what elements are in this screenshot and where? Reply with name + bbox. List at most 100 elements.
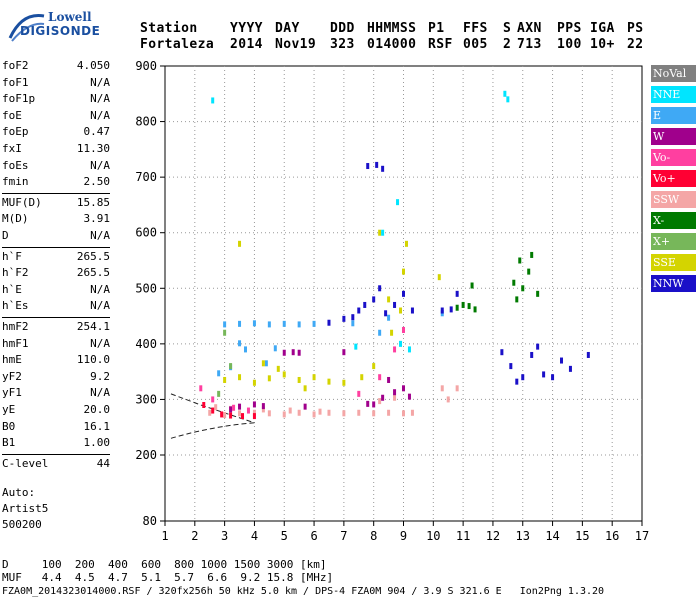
point-nnw: [363, 301, 367, 308]
point-vo: [232, 404, 236, 411]
point-w: [261, 403, 265, 410]
point-w: [238, 403, 242, 410]
point-x: [473, 306, 477, 313]
point-e: [387, 314, 391, 321]
legend-item-x: X-: [651, 212, 696, 229]
param-group2-1: M(D) 3.91: [2, 212, 110, 226]
legend-item-nne: NNE: [651, 86, 696, 103]
point-sse: [267, 375, 271, 382]
param-value: 2.50: [83, 175, 111, 189]
point-nnw: [521, 374, 525, 381]
point-vo: [252, 413, 256, 420]
point-sse: [360, 374, 364, 381]
header-value-9: 100: [557, 37, 582, 52]
legend-item-w: W: [651, 128, 696, 145]
point-e: [243, 346, 247, 353]
point-w: [291, 349, 295, 356]
header-value-0: Fortaleza: [140, 37, 215, 52]
point-e: [252, 320, 256, 327]
param-group4-0: hmF2 254.1: [2, 320, 110, 334]
point-w: [372, 401, 376, 408]
point-nnw: [366, 163, 370, 170]
x-tick-label: 3: [221, 529, 228, 543]
param-value: N/A: [90, 158, 110, 172]
y-tick-label: 300: [135, 392, 157, 406]
x-tick-label: 7: [340, 529, 347, 543]
header-label-5: P1: [428, 21, 445, 36]
point-ssw: [378, 398, 382, 405]
param-label: hmF2: [2, 320, 29, 333]
x-tick-label: 15: [575, 529, 589, 543]
param-label: foF1p: [2, 92, 36, 106]
legend-item-vo: Vo-: [651, 149, 696, 166]
point-w: [229, 406, 233, 413]
point-nnw: [410, 307, 414, 314]
logo-line1: Lowell: [48, 10, 92, 24]
point-e: [351, 320, 355, 327]
point-sse: [399, 307, 403, 314]
param-value: N/A: [90, 386, 110, 400]
param-group1-2: foF1p N/A: [2, 92, 110, 106]
point-vo: [402, 326, 405, 333]
header-value-11: 22: [627, 37, 644, 52]
header-label-0: Station: [140, 21, 198, 36]
point-w: [282, 349, 286, 356]
legend-item-e: E: [651, 107, 696, 124]
point-nne: [381, 229, 385, 236]
param-value: N/A: [90, 108, 110, 122]
header-value-4: 014000: [367, 37, 417, 52]
param-group2-0: MUF(D) 15.85: [2, 196, 110, 210]
point-nnw: [342, 315, 346, 322]
point-ssw: [342, 410, 346, 417]
point-x: [470, 282, 474, 289]
header-value-3: 323: [330, 37, 355, 52]
point-nne: [396, 199, 400, 206]
param-label: h`E: [2, 282, 22, 296]
point-x: [223, 329, 227, 336]
x-tick-label: 5: [281, 529, 288, 543]
point-nnw: [372, 296, 376, 303]
param-label: foF2: [2, 59, 29, 72]
point-sse: [238, 240, 242, 247]
point-nne: [399, 340, 403, 347]
point-nnw: [560, 357, 564, 364]
y-tick-label: 400: [135, 337, 157, 351]
point-vo: [378, 374, 382, 381]
point-ssw: [214, 404, 218, 411]
param-value: N/A: [90, 336, 110, 350]
point-sse: [276, 365, 280, 372]
point-nnw: [500, 349, 504, 356]
point-sse: [303, 385, 307, 392]
point-nnw: [357, 307, 361, 314]
autoscale-line-2: Artist5: [2, 502, 49, 515]
point-nnw: [384, 310, 388, 317]
param-group1-1: foF1 N/A: [2, 76, 110, 90]
param-value: 9.2: [90, 369, 110, 383]
param-label: fxI: [2, 142, 22, 155]
point-ssw: [410, 409, 414, 416]
point-nnw: [449, 306, 453, 313]
y-tick-label: 500: [135, 281, 157, 295]
point-vo: [220, 411, 224, 418]
param-label: h`F: [2, 249, 22, 263]
point-nne: [503, 90, 507, 97]
point-x: [229, 363, 233, 370]
x-tick-label: 1: [161, 529, 168, 543]
param-value: 265.5: [76, 249, 110, 263]
point-nnw: [381, 165, 385, 172]
param-separator: [2, 246, 110, 248]
point-ssw: [402, 410, 405, 417]
point-e: [223, 321, 227, 328]
point-sse: [223, 376, 227, 383]
point-sse: [238, 374, 242, 381]
param-group4-2: hmE 110.0: [2, 353, 110, 367]
point-x: [521, 285, 525, 292]
param-value: N/A: [90, 75, 110, 89]
point-sse: [297, 376, 301, 383]
x-tick-label: 17: [635, 529, 649, 543]
point-ssw: [372, 410, 376, 417]
point-nnw: [351, 314, 355, 321]
point-ssw: [318, 408, 322, 415]
param-value: N/A: [90, 229, 110, 242]
param-label: foF1: [2, 75, 29, 89]
